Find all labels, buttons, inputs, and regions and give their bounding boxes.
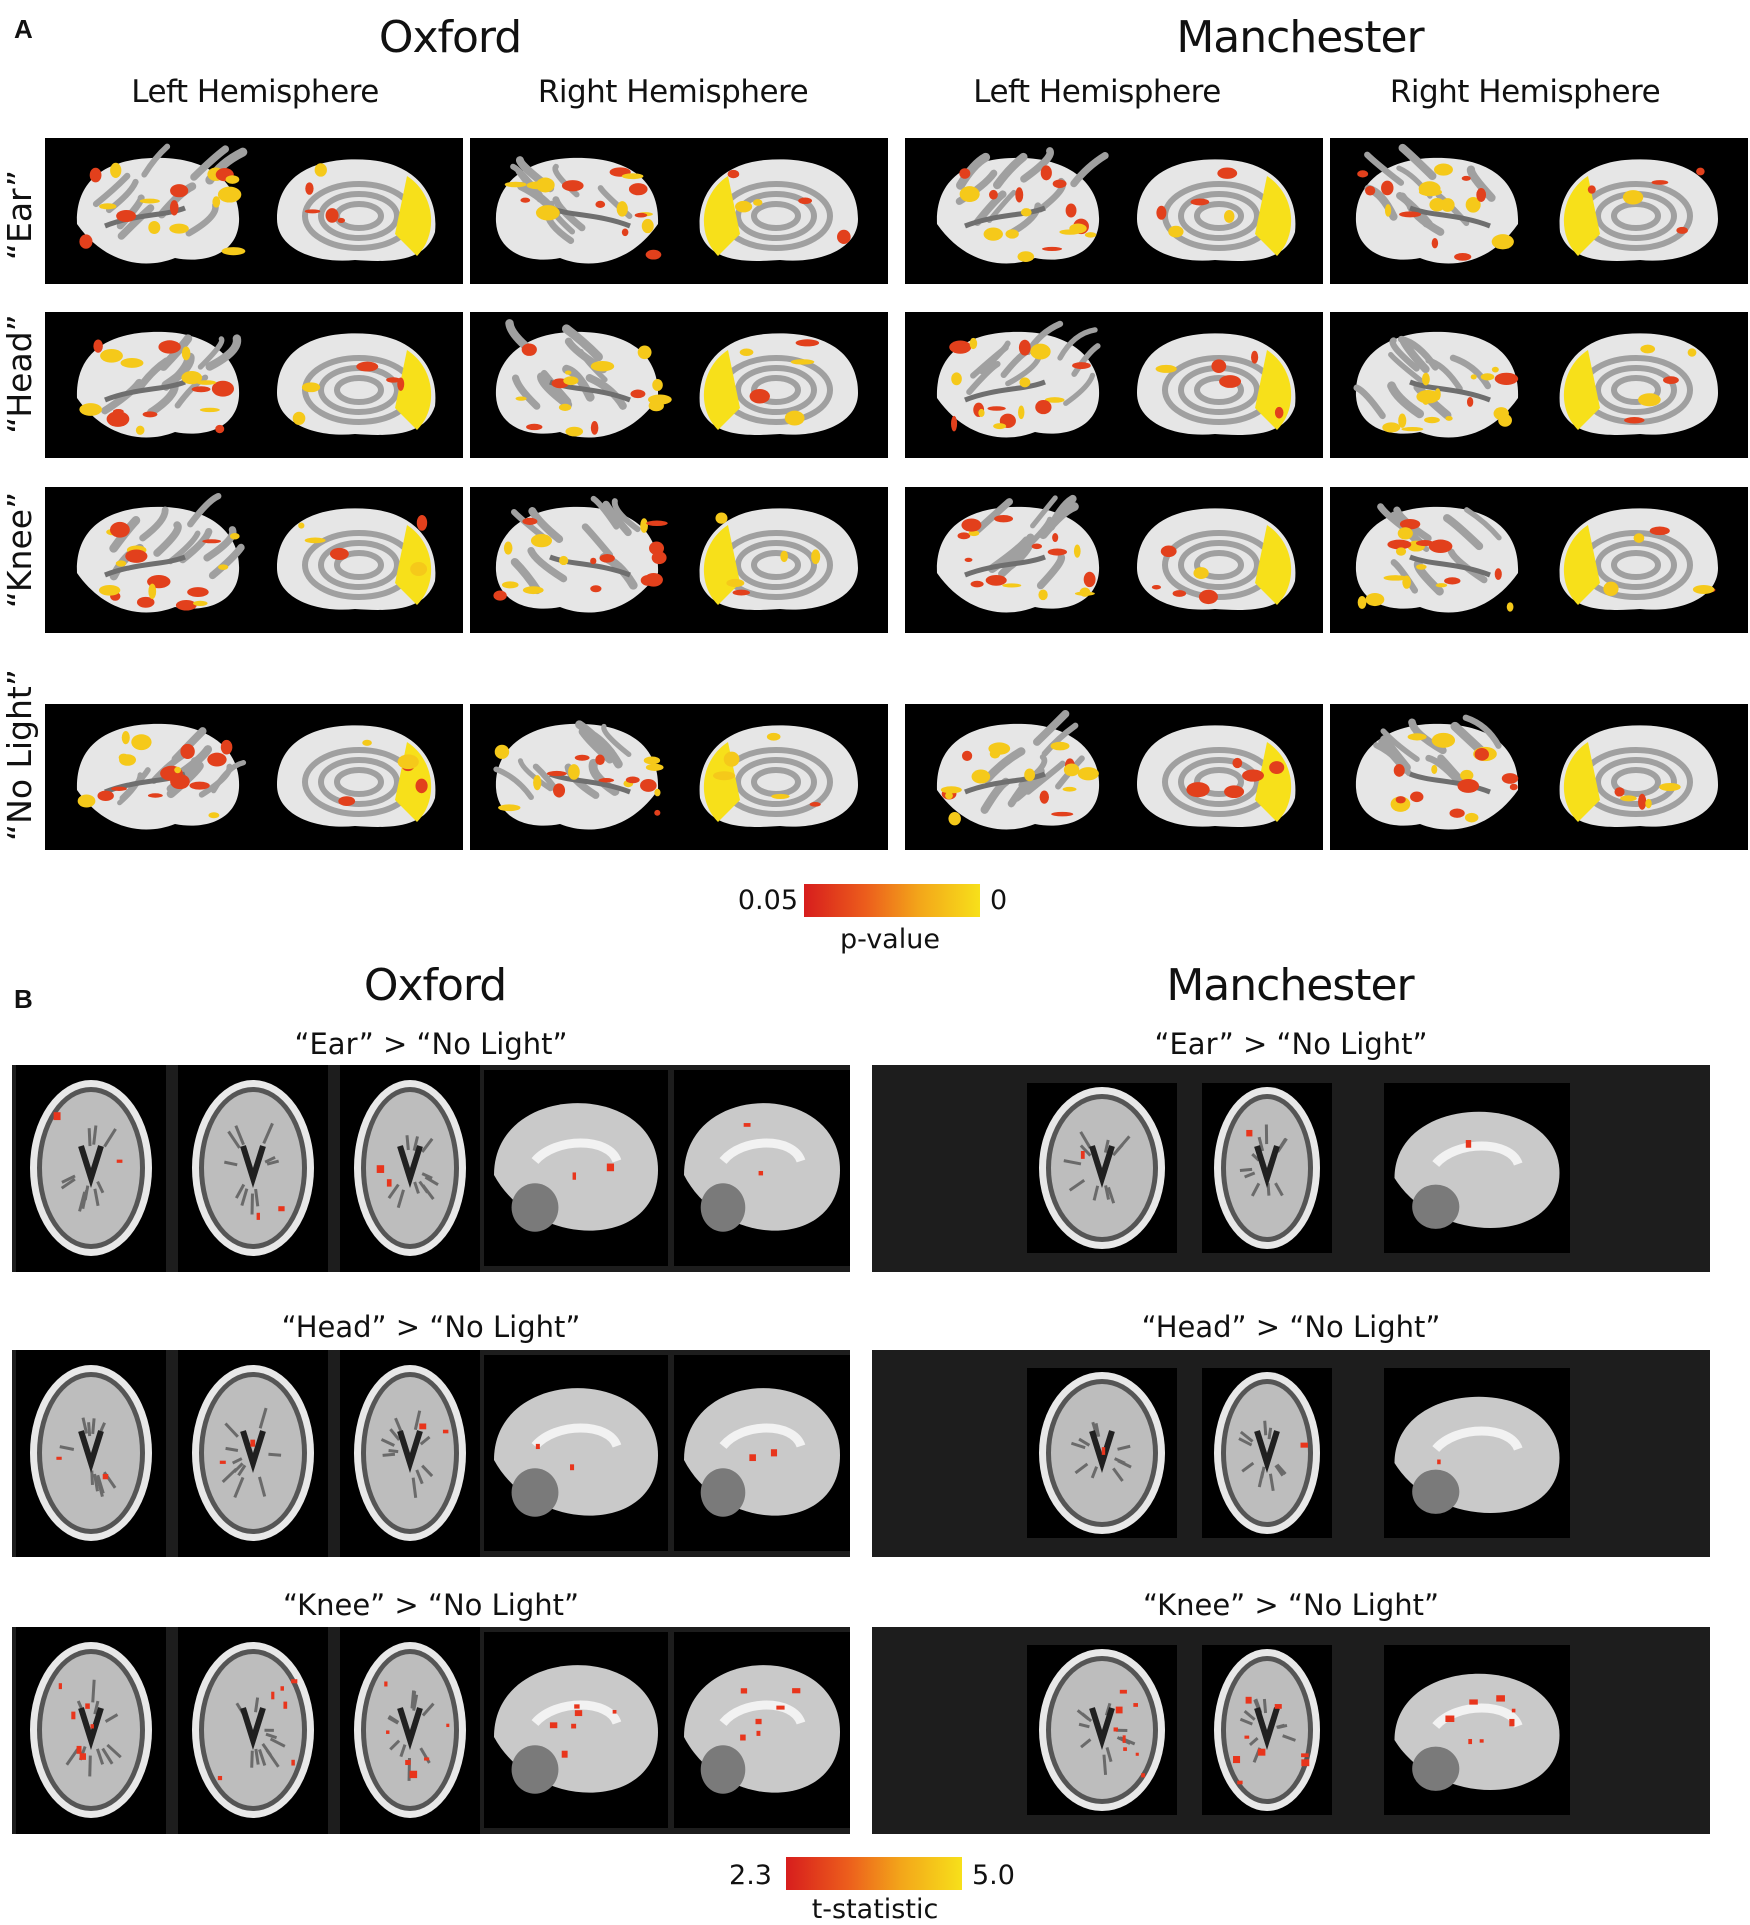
slice-strip [872, 1065, 1710, 1272]
surface-map-tile [1330, 487, 1748, 633]
row-label-knee: “Knee” [0, 491, 39, 609]
colorbar-a-max-label: 0 [990, 885, 1008, 916]
slice-strip [12, 1350, 850, 1557]
slice-strip [12, 1627, 850, 1834]
surface-map-tile [470, 138, 888, 284]
colorbar-b-max-label: 5.0 [972, 1860, 1015, 1891]
colorbar-a [804, 884, 980, 917]
colorbar-b-title: t-statistic [811, 1894, 939, 1925]
contrast-label: “Knee” > “No Light” [282, 1588, 580, 1622]
surface-map-tile [905, 312, 1323, 458]
hemisphere-label: Left Hemisphere [973, 74, 1221, 110]
surface-map-tile [45, 487, 463, 633]
surface-map-tile [45, 704, 463, 850]
surface-map-tile [905, 704, 1323, 850]
slice-strip [872, 1350, 1710, 1557]
contrast-label: “Head” > “No Light” [281, 1310, 581, 1344]
panel-b-site-oxford: Oxford [363, 960, 507, 1011]
row-label-head: “Head” [0, 314, 39, 434]
surface-map-tile [1330, 138, 1748, 284]
contrast-label: “Ear” > “No Light” [1154, 1027, 1428, 1061]
colorbar-b-min-label: 2.3 [729, 1860, 772, 1891]
panel-b-site-manchester: Manchester [1166, 960, 1414, 1011]
surface-map-tile [470, 312, 888, 458]
contrast-label: “Ear” > “No Light” [294, 1027, 568, 1061]
hemisphere-label: Right Hemisphere [537, 74, 809, 110]
surface-map-tile [45, 312, 463, 458]
colorbar-b [786, 1857, 962, 1890]
slice-strip [872, 1627, 1710, 1834]
panel-a-site-oxford: Oxford [378, 12, 522, 63]
surface-map-tile [905, 138, 1323, 284]
contrast-label: “Head” > “No Light” [1141, 1310, 1441, 1344]
colorbar-a-min-label: 0.05 [737, 885, 798, 916]
contrast-label: “Knee” > “No Light” [1142, 1588, 1440, 1622]
surface-map-tile [1330, 704, 1748, 850]
surface-map-tile [45, 138, 463, 284]
surface-map-tile [470, 487, 888, 633]
surface-map-tile [1330, 312, 1748, 458]
hemisphere-label: Right Hemisphere [1389, 74, 1661, 110]
colorbar-a-title: p-value [840, 924, 940, 955]
panel-b-letter: B [14, 984, 33, 1014]
slice-strip [12, 1065, 850, 1272]
row-label-ear: “Ear” [0, 169, 39, 261]
hemisphere-label: Left Hemisphere [131, 74, 379, 110]
row-label-no-light: “No Light” [0, 669, 39, 841]
surface-map-tile [470, 704, 888, 850]
panel-a-letter: A [14, 14, 33, 44]
panel-a-site-manchester: Manchester [1176, 12, 1424, 63]
surface-map-tile [905, 487, 1323, 633]
